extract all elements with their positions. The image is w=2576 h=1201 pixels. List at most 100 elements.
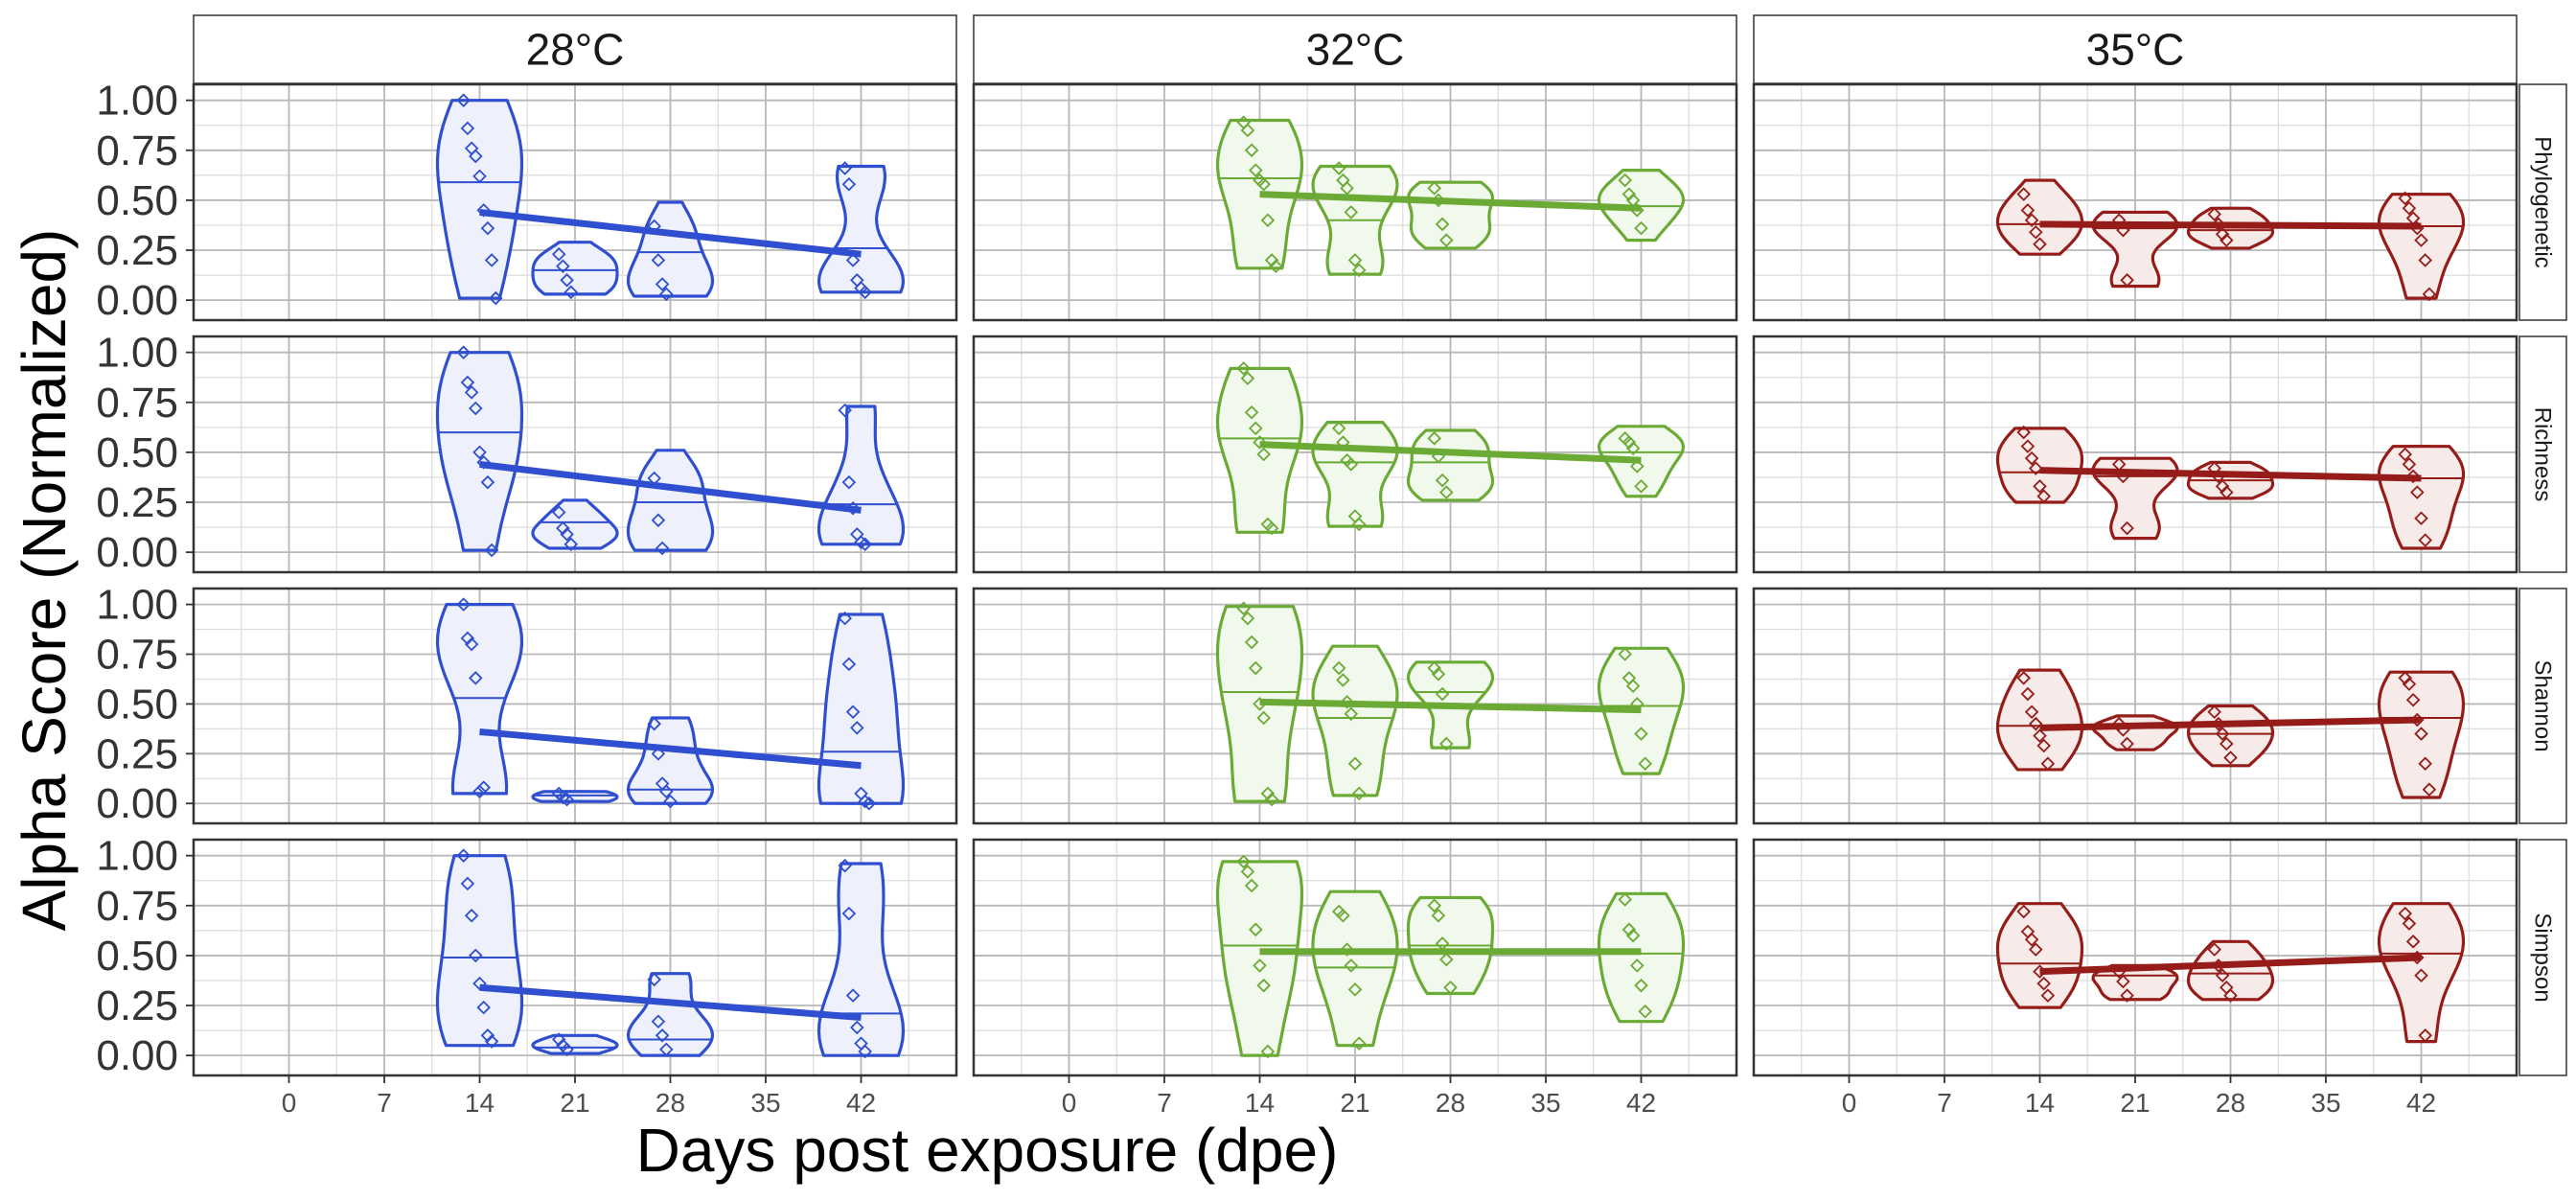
data-point: [663, 794, 678, 809]
data-point: [651, 1014, 666, 1028]
data-point: [1336, 908, 1350, 923]
data-point: [560, 273, 574, 288]
data-point: [655, 541, 670, 556]
violin-14-dpe: [1215, 366, 1304, 534]
data-point: [1253, 958, 1267, 973]
data-point: [2414, 968, 2428, 983]
data-point: [1249, 660, 1263, 676]
data-point: [464, 636, 479, 652]
row-strip-label: Richness: [2530, 407, 2556, 502]
data-point: [2402, 457, 2417, 472]
violin-42-dpe: [816, 612, 906, 805]
strip-box: [1753, 14, 2518, 84]
data-point: [1256, 978, 1271, 993]
panel-0-3: [192, 838, 958, 1077]
data-point: [472, 445, 487, 460]
row-strip-3: Simpson: [2518, 839, 2567, 1076]
data-point: [1260, 213, 1276, 228]
data-point: [456, 597, 471, 612]
violin-14-dpe: [435, 99, 524, 300]
strip-box: [193, 14, 957, 84]
data-point: [1244, 143, 1259, 158]
trend-line: [479, 460, 862, 514]
data-point: [841, 657, 857, 672]
data-point: [1427, 898, 1441, 913]
x-tick-label: 0: [282, 1088, 297, 1118]
data-point: [2020, 439, 2036, 453]
panel-2-2: [1752, 587, 2518, 825]
y-tick-label: 0.25: [96, 479, 178, 526]
data-point: [484, 543, 499, 558]
y-tick-label: 0.75: [96, 127, 178, 174]
data-point: [484, 253, 499, 267]
data-point: [845, 988, 861, 1003]
x-tick-label: 14: [465, 1088, 494, 1118]
data-point: [1634, 727, 1648, 741]
trend-line: [479, 983, 862, 1022]
facet-strip-2: 35°C: [1753, 14, 2518, 84]
data-point: [2215, 727, 2230, 741]
data-point: [1351, 1036, 1367, 1051]
data-point: [2120, 273, 2134, 288]
data-point: [1435, 217, 1450, 232]
panel-2-0: [1752, 82, 2518, 322]
data-point: [564, 537, 579, 552]
data-point: [1256, 176, 1271, 192]
data-point: [2207, 207, 2221, 221]
x-tick-label: 35: [2311, 1088, 2340, 1118]
y-tick-label: 0.25: [96, 227, 178, 274]
data-point: [1351, 786, 1367, 801]
x-tick-label: 35: [750, 1088, 780, 1118]
data-point: [838, 403, 852, 418]
data-point: [2398, 906, 2412, 921]
data-point: [2215, 968, 2230, 983]
data-point: [2422, 782, 2437, 797]
data-point: [841, 176, 857, 192]
data-point: [1236, 601, 1251, 616]
data-point: [1244, 635, 1259, 650]
data-point: [1344, 205, 1359, 219]
data-point: [2215, 479, 2230, 494]
violin-14-dpe: [1995, 902, 2084, 1009]
trend-line: [2039, 220, 2422, 230]
violin-14-dpe: [1995, 427, 2084, 504]
strip-label: 32°C: [1306, 25, 1405, 75]
strip-label: 35°C: [2086, 25, 2185, 75]
data-point: [456, 848, 471, 863]
y-tick-label: 1.00: [96, 582, 178, 629]
strip-box: [2518, 839, 2567, 1076]
x-tick-label: 42: [2406, 1088, 2436, 1118]
data-point: [456, 93, 471, 107]
data-point: [2223, 751, 2238, 765]
data-point: [854, 535, 868, 550]
y-tick-label: 0.75: [96, 883, 178, 930]
data-point: [1240, 123, 1255, 138]
data-point: [1634, 220, 1648, 236]
violin-28-dpe: [626, 972, 715, 1057]
data-point: [655, 277, 670, 291]
data-point: [1630, 958, 1644, 973]
data-point: [2033, 728, 2047, 743]
trend-line: [2039, 954, 2422, 976]
data-point: [1240, 865, 1255, 879]
data-point: [456, 345, 471, 359]
row-strip-2: Shannon: [2518, 588, 2567, 824]
data-point: [1236, 361, 1251, 376]
data-point: [841, 474, 857, 490]
data-point: [480, 220, 495, 236]
violin-21-dpe: [2091, 456, 2179, 541]
data-point: [1340, 181, 1354, 196]
y-tick-label: 0.75: [96, 632, 178, 679]
violin-14-dpe: [1215, 860, 1304, 1057]
data-point: [2024, 213, 2039, 228]
y-tick-label: 0.50: [96, 681, 178, 728]
violin-21-dpe: [531, 241, 619, 296]
data-point: [1618, 892, 1632, 907]
violin-21-dpe: [1311, 889, 1399, 1048]
panel-1-2: [972, 587, 1738, 825]
data-point: [659, 287, 674, 302]
data-point: [2402, 200, 2417, 216]
panel-2-3: [1752, 838, 2518, 1077]
y-tick-label: 0.00: [96, 1032, 178, 1079]
data-point: [2418, 533, 2432, 547]
